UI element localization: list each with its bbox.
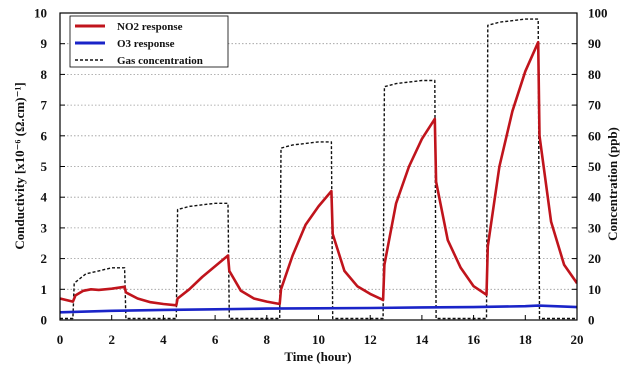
y-right-tick-label: 30 xyxy=(588,220,601,235)
x-tick-label: 8 xyxy=(264,332,271,347)
y-left-tick-label: 7 xyxy=(41,98,48,113)
y-left-tick-label: 9 xyxy=(41,36,48,51)
y-left-tick-label: 10 xyxy=(34,6,47,21)
x-axis-title: Time (hour) xyxy=(284,349,351,364)
series-layer xyxy=(60,18,577,320)
x-tick-label: 18 xyxy=(519,332,533,347)
y-left-tick-label: 8 xyxy=(41,67,48,82)
y-axis-right-title: Concentration (ppb) xyxy=(605,127,620,241)
y-right-tick-label: 40 xyxy=(588,190,601,205)
y-right-tick-label: 100 xyxy=(588,6,608,21)
legend-label-gas: Gas concentration xyxy=(117,55,203,67)
x-tick-label: 6 xyxy=(212,332,219,347)
y-left-tick-label: 0 xyxy=(41,313,48,328)
x-tick-label: 2 xyxy=(108,332,115,347)
series-line-no2-response xyxy=(60,40,577,307)
y-left-tick-label: 3 xyxy=(41,220,48,235)
y-right-tick-label: 60 xyxy=(588,128,601,143)
y-right-tick-label: 80 xyxy=(588,67,601,82)
y-left-tick-label: 2 xyxy=(41,251,48,266)
y-left-tick-label: 5 xyxy=(41,159,48,174)
x-tick-label: 0 xyxy=(57,332,64,347)
y-left-tick-label: 4 xyxy=(41,190,48,205)
y-right-tick-label: 90 xyxy=(588,36,601,51)
legend-label-o3: O3 response xyxy=(117,38,175,50)
y-right-tick-label: 50 xyxy=(588,159,601,174)
y-right-tick-label: 70 xyxy=(588,98,601,113)
legend: NO2 response O3 response Gas concentrati… xyxy=(69,15,229,68)
x-tick-label: 4 xyxy=(160,332,167,347)
x-tick-label: 14 xyxy=(415,332,429,347)
y-axis-left-title: Conductivity [x10⁻⁶ (Ω.cm)⁻¹] xyxy=(12,82,27,249)
x-tick-label: 12 xyxy=(364,332,377,347)
legend-label-no2: NO2 response xyxy=(117,21,183,33)
x-tick-label: 20 xyxy=(571,332,584,347)
y-right-tick-label: 0 xyxy=(588,313,595,328)
series-line-o3-response xyxy=(60,304,577,314)
y-left-tick-label: 6 xyxy=(41,128,48,143)
y-right-tick-label: 10 xyxy=(588,282,601,297)
y-right-tick-label: 20 xyxy=(588,251,601,266)
x-tick-label: 10 xyxy=(312,332,325,347)
x-tick-label: 16 xyxy=(467,332,481,347)
y-left-tick-label: 1 xyxy=(41,282,48,297)
series-line-gas-concentration xyxy=(60,18,577,320)
